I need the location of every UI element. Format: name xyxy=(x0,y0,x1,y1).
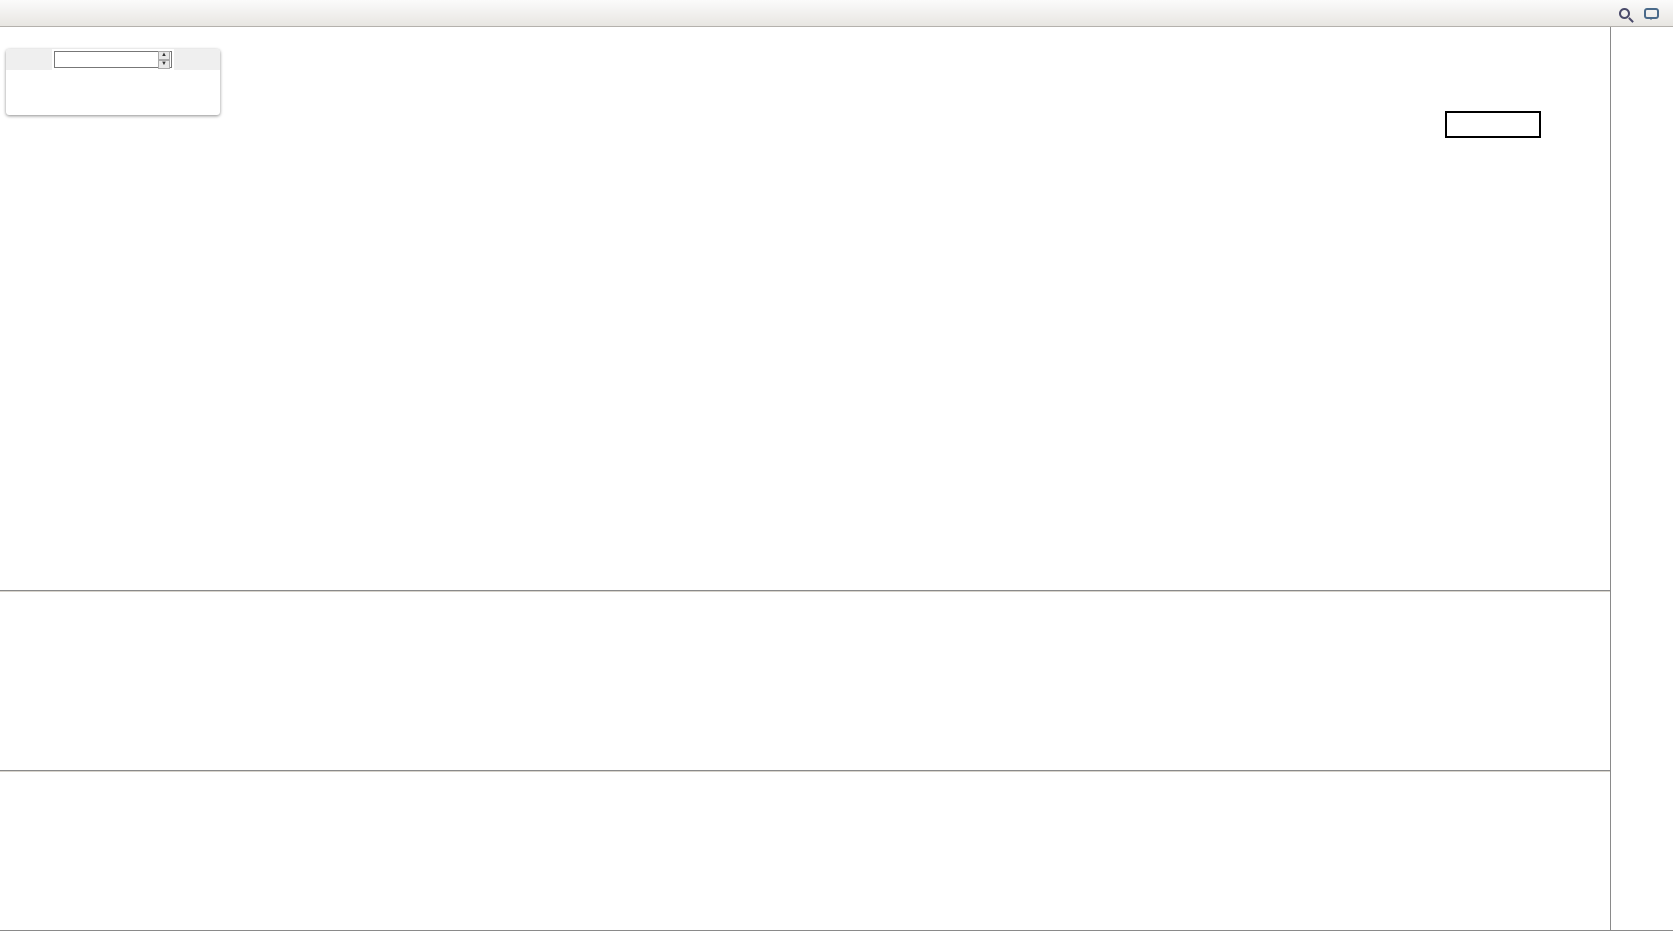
macd-label xyxy=(8,596,20,608)
sell-button[interactable] xyxy=(6,49,52,70)
macd-indicator-canvas[interactable] xyxy=(0,593,1610,770)
volume-spinner: ▲ ▼ xyxy=(158,50,170,69)
volume-up-button[interactable]: ▲ xyxy=(158,50,170,60)
rsi-label xyxy=(8,776,14,788)
search-icon[interactable] xyxy=(1619,7,1630,19)
sell-price[interactable] xyxy=(6,70,113,115)
price-chart-canvas[interactable] xyxy=(0,27,1610,590)
price-axis-border xyxy=(1610,27,1611,930)
rsi-indicator-canvas[interactable] xyxy=(0,773,1610,930)
buy-price[interactable] xyxy=(114,70,221,115)
pane-divider[interactable] xyxy=(0,590,1673,593)
chat-icon[interactable] xyxy=(1644,7,1659,20)
toolbar xyxy=(0,0,1673,27)
trade-panel-divider xyxy=(112,70,114,115)
buy-button[interactable] xyxy=(174,49,220,70)
toolbar-right xyxy=(1619,7,1669,20)
chart-window: ▲ ▼ xyxy=(0,27,1673,949)
one-click-trading-panel: ▲ ▼ xyxy=(6,49,220,115)
pane-divider[interactable] xyxy=(0,770,1673,773)
time-axis[interactable] xyxy=(0,930,1673,949)
volume-down-button[interactable]: ▼ xyxy=(158,59,170,69)
price-callout-box xyxy=(1445,111,1541,138)
price-axis[interactable] xyxy=(1611,27,1673,930)
volume-stepper[interactable]: ▲ ▼ xyxy=(54,50,172,69)
